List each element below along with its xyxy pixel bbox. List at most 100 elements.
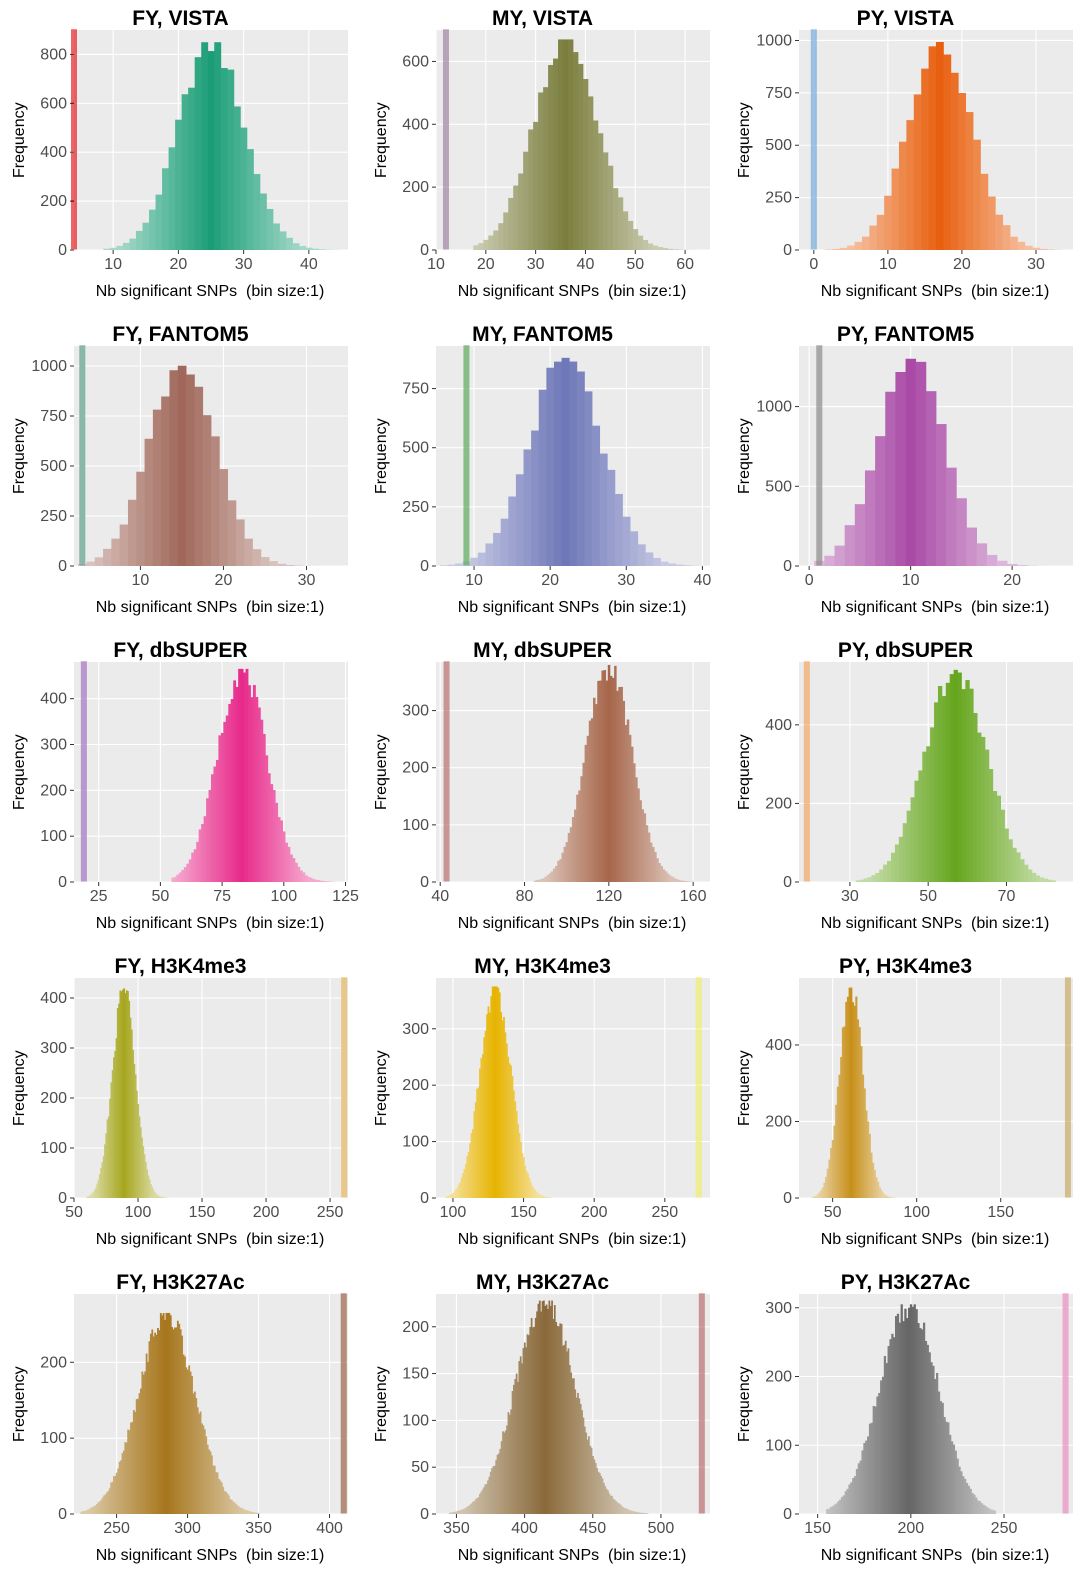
histogram-bar (456, 1187, 459, 1198)
histogram-bar (152, 409, 162, 566)
histogram-plot: 0 250 500 750 1000 0 10 20 30 (756, 29, 1073, 273)
histogram-bar (582, 1417, 585, 1514)
histogram-bar (577, 64, 584, 251)
histogram-bar (611, 1495, 613, 1514)
histogram-bar (450, 1512, 453, 1514)
x-tick-label: 0 (805, 572, 814, 589)
histogram-bar (215, 1472, 218, 1514)
histogram-bar (222, 1486, 225, 1514)
histogram-bar (977, 1500, 980, 1514)
histogram-bar (854, 504, 866, 566)
histogram-bar (587, 1436, 590, 1514)
histogram-bar (834, 545, 846, 566)
histogram-bar (642, 240, 649, 250)
y-tick-label: 400 (402, 116, 429, 133)
histogram-panel: FY, dbSUPER 0 100 200 300 400 25 50 75 100 125 Freq… (0, 632, 361, 947)
histogram-bar (857, 1463, 860, 1514)
histogram-bar (536, 1192, 539, 1198)
y-tick-label: 0 (420, 242, 429, 259)
histogram-bar (510, 1065, 512, 1198)
histogram-bar (93, 1189, 96, 1198)
histogram-bar (846, 1488, 849, 1514)
histogram-bar (451, 1512, 454, 1514)
histogram-bar (561, 357, 570, 566)
y-tick-label: 750 (40, 408, 67, 425)
histogram-bar (80, 1511, 83, 1514)
histogram-bar (191, 1376, 193, 1514)
x-axis-label: Nb significant SNPs (bin size:1) (95, 1547, 325, 1564)
histogram-bar (480, 1057, 483, 1198)
histogram-bar (130, 1029, 133, 1198)
histogram-bar (517, 1124, 520, 1198)
histogram-bar (578, 1398, 581, 1514)
histogram-bar (541, 1195, 544, 1198)
histogram-bar (603, 670, 607, 882)
histogram-bar (202, 415, 212, 566)
histogram-bar (617, 197, 624, 250)
histogram-bar (969, 1488, 972, 1514)
histogram-bar (236, 1505, 239, 1514)
x-axis-label: Nb significant SNPs (bin size:1) (820, 915, 1050, 932)
histogram-bar (1024, 864, 1029, 882)
histogram-bar (111, 538, 121, 566)
histogram-bar (477, 552, 486, 566)
x-tick-label: 10 (902, 572, 920, 589)
histogram-bar (130, 1422, 132, 1514)
y-tick-label: 150 (402, 1366, 429, 1383)
histogram-bar (492, 1466, 495, 1514)
histogram-bar (179, 1329, 182, 1514)
histogram-bar (995, 214, 1004, 250)
observed-marker (810, 29, 817, 250)
histogram-bar (977, 732, 982, 882)
histogram-bar (292, 858, 296, 882)
histogram-bars (473, 39, 698, 251)
histogram-bar (476, 1088, 479, 1198)
x-axis-label: Nb significant SNPs (bin size:1) (820, 1231, 1050, 1248)
histogram-bar (500, 1441, 503, 1514)
x-axis-label: Nb significant SNPs (bin size:1) (95, 283, 325, 300)
histogram-bar (969, 688, 974, 882)
histogram-bar (573, 52, 579, 250)
histogram-bar (660, 866, 663, 882)
histogram-bar (1000, 809, 1005, 882)
histogram-bar (821, 1187, 824, 1198)
histogram-bar (547, 1308, 549, 1514)
histogram-bar (645, 825, 649, 882)
histogram-bar (582, 762, 585, 882)
histogram-bar (252, 685, 256, 882)
histogram-bar (962, 1476, 965, 1514)
y-tick-label: 1000 (756, 32, 792, 49)
histogram-bar (250, 697, 254, 882)
histogram-bar (175, 1327, 178, 1514)
x-axis-label: Nb significant SNPs (bin size:1) (95, 915, 325, 932)
histogram-bar (579, 1403, 582, 1514)
histogram-bar (523, 449, 532, 566)
histogram-bar (488, 1012, 491, 1198)
histogram-bar (599, 453, 608, 566)
y-tick-label: 500 (40, 458, 67, 475)
histogram-plot: 0 100 200 300 100 150 200 250 (402, 977, 710, 1221)
histogram-bar (872, 1162, 875, 1198)
histogram-bar (463, 1169, 466, 1198)
histogram-bar (814, 560, 825, 566)
histogram-bar (178, 872, 182, 882)
histogram-bar (533, 121, 539, 250)
histogram-bar (567, 1348, 570, 1514)
histogram-bar (992, 791, 998, 882)
histogram-bar (208, 1449, 210, 1514)
histogram-bar (885, 1195, 888, 1198)
histogram-bar (270, 784, 274, 882)
chart-title: PY, H3K4me3 (838, 955, 973, 978)
histogram-bar (581, 1410, 583, 1514)
histogram-bar (535, 1191, 538, 1198)
histogram-bar (814, 1195, 818, 1198)
histogram-bar (633, 763, 636, 882)
histogram-bar (159, 1196, 161, 1198)
histogram-bar (172, 1329, 175, 1514)
histogram-bar (493, 230, 499, 250)
histogram-bar (455, 1189, 457, 1198)
histogram-bar (312, 248, 320, 250)
histogram-bar (556, 1325, 559, 1514)
histogram-bar (168, 147, 176, 250)
